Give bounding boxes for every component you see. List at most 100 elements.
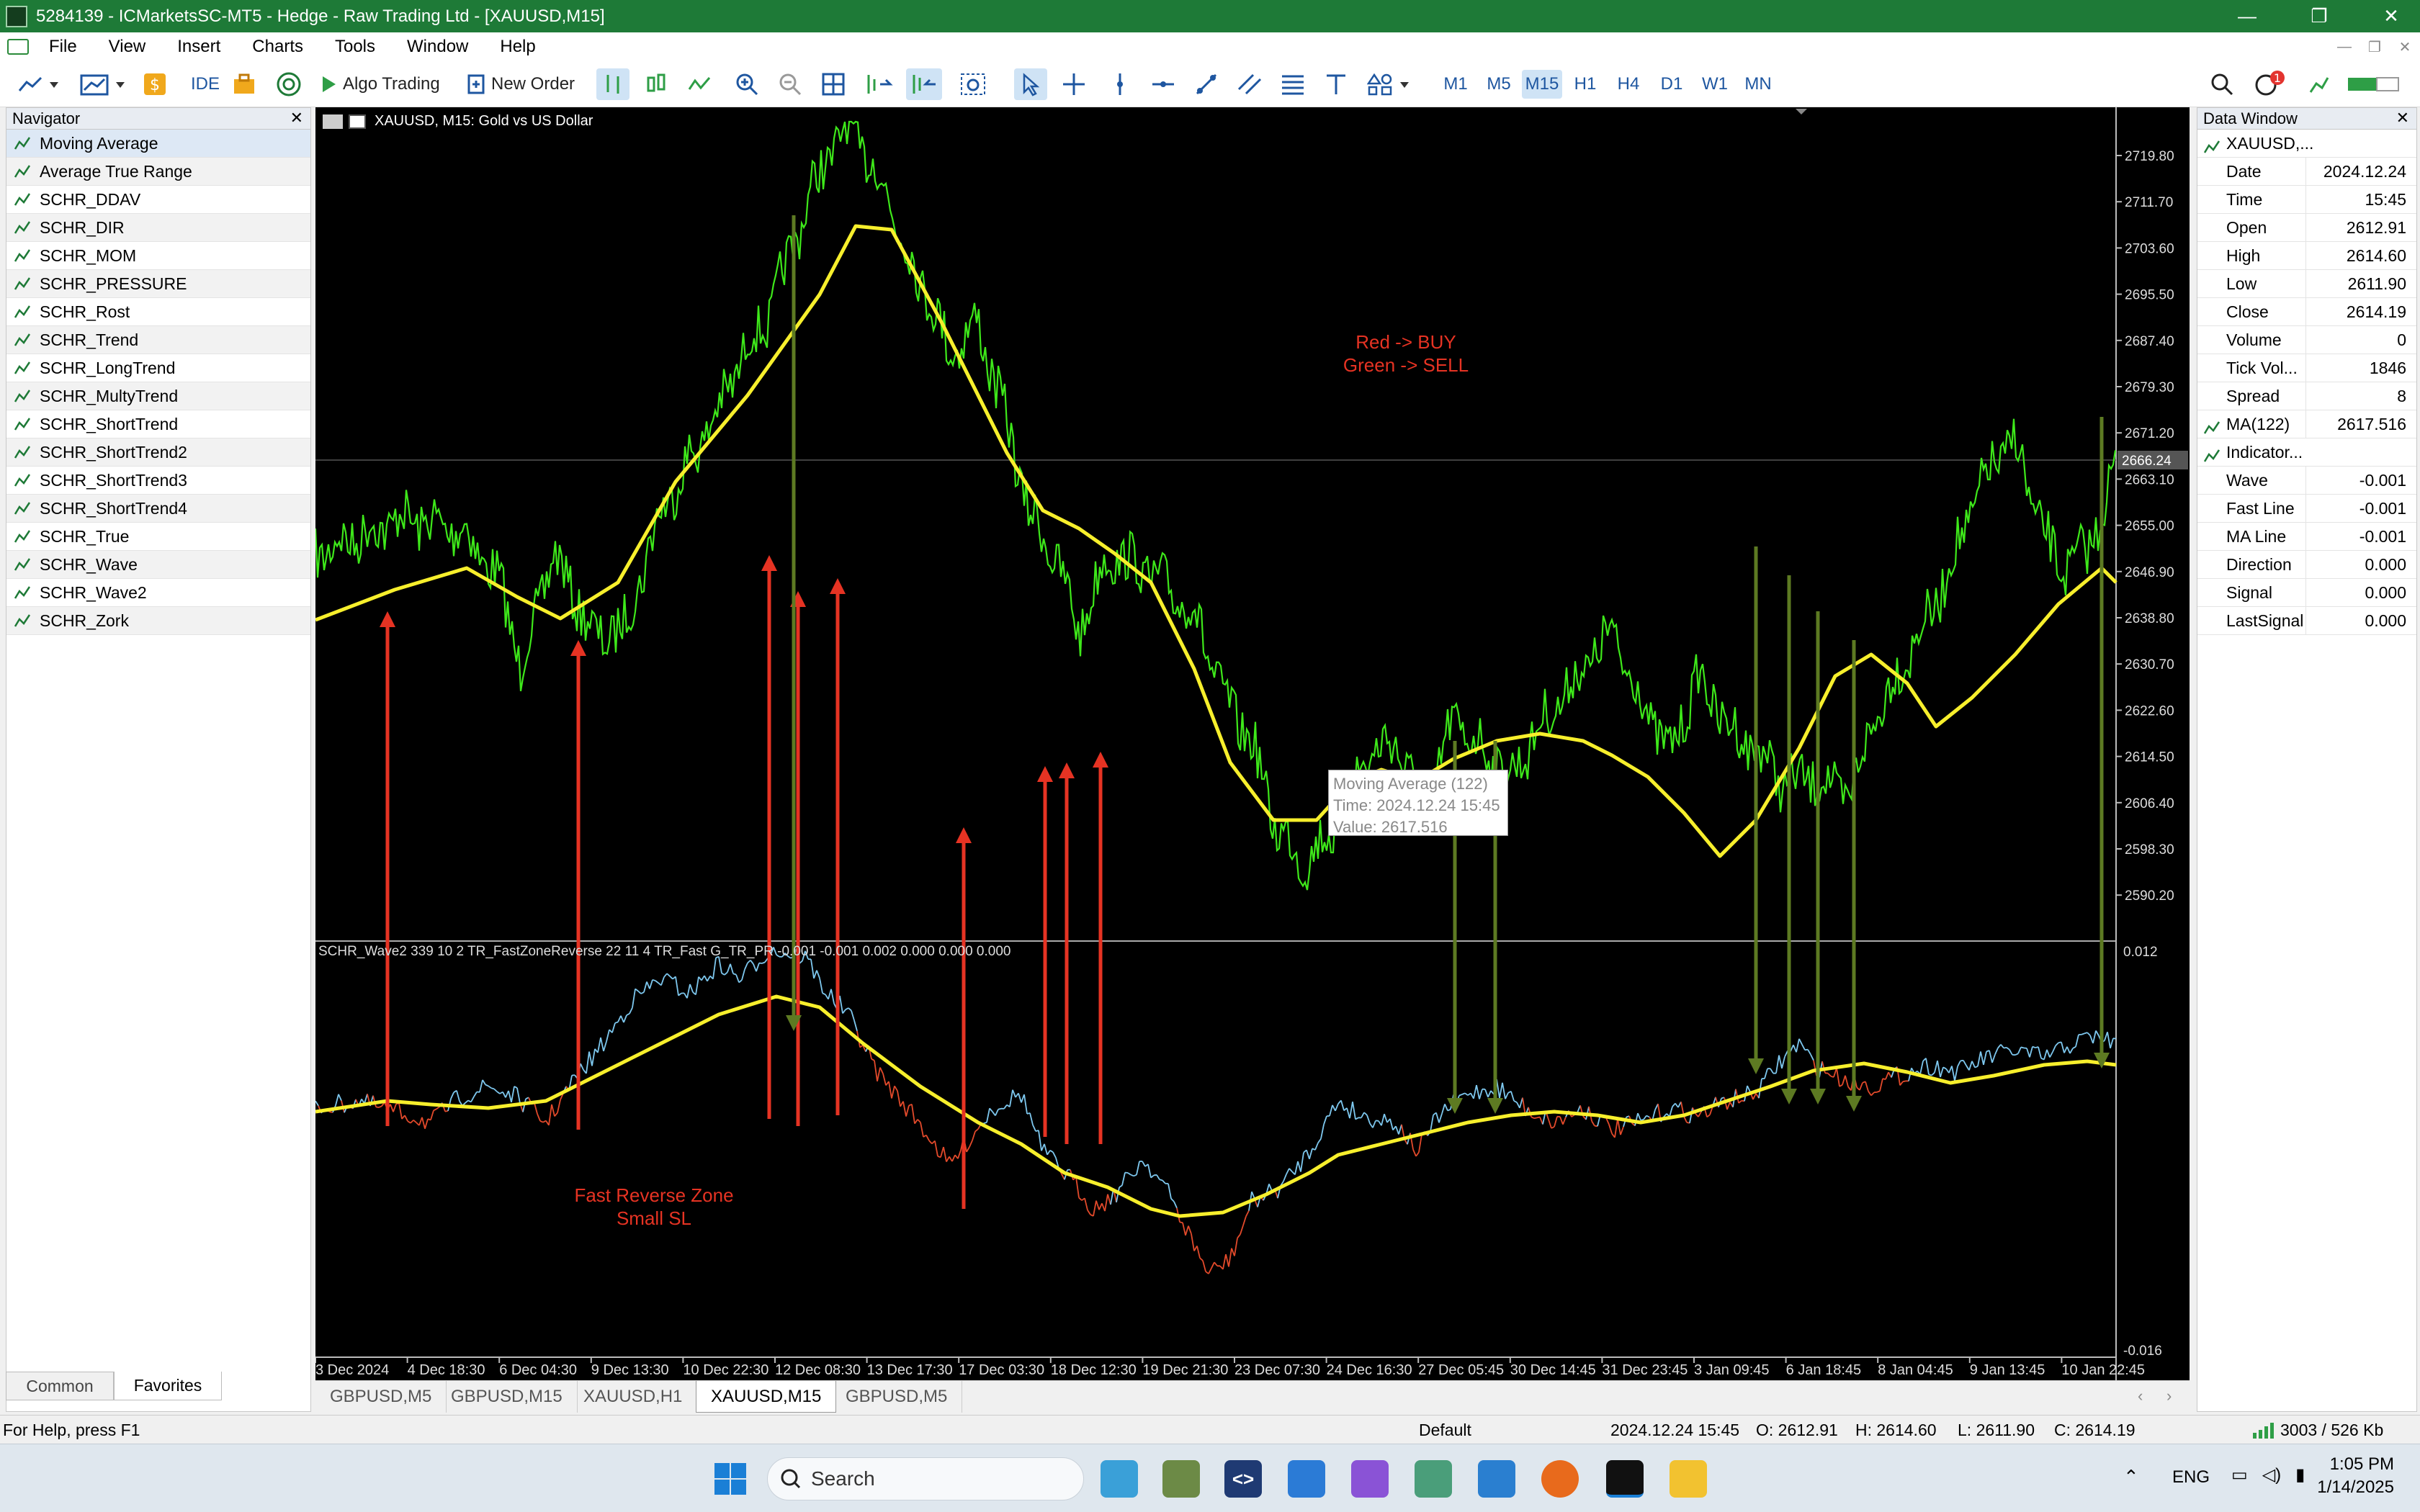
navigator-item[interactable]: Average True Range xyxy=(6,158,310,186)
ide-button[interactable]: IDE xyxy=(187,68,223,100)
terminal-menu-icon[interactable] xyxy=(7,39,29,55)
menu-file[interactable]: File xyxy=(49,37,77,56)
menu-window[interactable]: Window xyxy=(407,37,469,56)
trendline-icon[interactable] xyxy=(1191,68,1222,100)
chart-area[interactable]: 2719.80 2711.70 2703.60 2695.50 2687.40 2679.… xyxy=(315,107,2190,1380)
tabs-scroll-right-icon[interactable]: › xyxy=(2166,1387,2172,1405)
menu-help[interactable]: Help xyxy=(500,37,536,56)
chart-shift-icon[interactable] xyxy=(906,68,942,100)
timeframe-d1[interactable]: D1 xyxy=(1660,74,1683,94)
menu-charts[interactable]: Charts xyxy=(252,37,303,56)
horizontal-line-icon[interactable] xyxy=(1148,68,1178,100)
chart-tab-gbpusd-m5-2[interactable]: GBPUSD,M5 xyxy=(831,1381,963,1413)
navigator-item[interactable]: SCHR_MOM xyxy=(6,242,310,270)
tile-windows-icon[interactable] xyxy=(818,68,848,100)
tree-app-icon[interactable] xyxy=(1162,1460,1200,1498)
file-explorer-app-icon[interactable] xyxy=(1670,1460,1707,1498)
trade-panel-icon[interactable] xyxy=(323,114,343,129)
crosshair-icon[interactable] xyxy=(1057,68,1090,100)
language-indicator[interactable]: ENG xyxy=(2172,1467,2210,1487)
mdi-minimize-icon[interactable]: — xyxy=(2337,38,2352,55)
menu-view[interactable]: View xyxy=(108,37,146,56)
zoom-out-icon[interactable] xyxy=(775,68,805,100)
new-order-button[interactable]: New Order xyxy=(465,68,586,100)
notifications-icon[interactable]: 1 xyxy=(2251,68,2289,100)
navigator-item[interactable]: SCHR_MultyTrend xyxy=(6,382,310,410)
navigator-item[interactable]: SCHR_LongTrend xyxy=(6,354,310,382)
navigator-item[interactable]: SCHR_PRESSURE xyxy=(6,270,310,298)
navigator-item[interactable]: SCHR_Wave xyxy=(6,551,310,579)
candlestick-icon[interactable] xyxy=(640,68,673,100)
mdi-restore-icon[interactable]: ❐ xyxy=(2368,39,2381,55)
navigator-close-icon[interactable]: ✕ xyxy=(290,109,303,127)
navigator-item[interactable]: SCHR_Rost xyxy=(6,298,310,326)
zoom-in-icon[interactable] xyxy=(732,68,762,100)
mdi-close-icon[interactable]: ✕ xyxy=(2398,39,2411,55)
search-icon[interactable] xyxy=(2207,68,2237,100)
timeframe-m5[interactable]: M5 xyxy=(1487,74,1511,94)
fibonacci-icon[interactable] xyxy=(1278,68,1308,100)
timeframe-m1[interactable]: M1 xyxy=(1443,74,1468,94)
navigator-item[interactable]: SCHR_ShortTrend2 xyxy=(6,438,310,467)
firefox-app-icon[interactable] xyxy=(1541,1460,1579,1498)
menu-tools[interactable]: Tools xyxy=(334,37,376,56)
screenshot-icon[interactable] xyxy=(956,68,990,100)
windows-start-icon[interactable] xyxy=(712,1460,749,1498)
menu-insert[interactable]: Insert xyxy=(177,37,221,56)
system-tray[interactable]: ▭ ◁) ▮ xyxy=(2231,1464,2325,1485)
timeframe-h1[interactable]: H1 xyxy=(1574,74,1597,94)
navigator-item[interactable]: SCHR_DIR xyxy=(6,214,310,242)
navigator-item[interactable]: SCHR_ShortTrend3 xyxy=(6,467,310,495)
navigator-item[interactable]: SCHR_Zork xyxy=(6,607,310,635)
fast-line-segment xyxy=(1021,1094,1025,1103)
level-icon[interactable] xyxy=(2303,68,2334,100)
tab-favorites[interactable]: Favorites xyxy=(114,1372,222,1400)
auto-scroll-icon[interactable] xyxy=(863,68,896,100)
vscode-app-icon[interactable] xyxy=(1478,1460,1515,1498)
chat-app-icon[interactable] xyxy=(1415,1460,1452,1498)
algo-trading-button[interactable]: Algo Trading xyxy=(317,68,457,100)
metatrader-app-icon[interactable] xyxy=(1606,1460,1644,1498)
briefcase-icon[interactable] xyxy=(229,68,259,100)
tray-overflow-icon[interactable]: ⌃ xyxy=(2123,1466,2139,1488)
data-window-close-icon[interactable]: ✕ xyxy=(2396,109,2409,127)
timeframe-h4[interactable]: H4 xyxy=(1617,74,1640,94)
tabs-scroll-left-icon[interactable]: ‹ xyxy=(2138,1387,2143,1405)
cursor-icon[interactable] xyxy=(1014,68,1047,100)
line-chart-icon[interactable] xyxy=(683,68,716,100)
restore-button[interactable]: ❐ xyxy=(2311,5,2328,27)
chart-tab-gbpusd-m15[interactable]: GBPUSD,M15 xyxy=(436,1381,578,1413)
navigator-item[interactable]: SCHR_True xyxy=(6,523,310,551)
text-icon[interactable] xyxy=(1321,68,1351,100)
tab-common[interactable]: Common xyxy=(6,1372,114,1400)
clock[interactable]: 1:05 PM 1/14/2025 xyxy=(2305,1453,2394,1499)
channel-icon[interactable] xyxy=(1234,68,1265,100)
navigator-item[interactable]: SCHR_Trend xyxy=(6,326,310,354)
timeframe-m15[interactable]: M15 xyxy=(1522,70,1562,99)
chart-tab-gbpusd-m5[interactable]: GBPUSD,M5 xyxy=(315,1381,447,1413)
signals-icon[interactable] xyxy=(272,68,305,100)
bar-chart-icon[interactable] xyxy=(596,68,629,100)
shapes-icon[interactable] xyxy=(1364,68,1416,100)
timeframe-mn[interactable]: MN xyxy=(1744,74,1772,94)
market-icon[interactable]: $ xyxy=(140,68,170,100)
navigator-item[interactable]: SCHR_ShortTrend4 xyxy=(6,495,310,523)
copilot-app-icon[interactable] xyxy=(1351,1460,1389,1498)
navigator-item[interactable]: SCHR_ShortTrend xyxy=(6,410,310,438)
status-profile[interactable]: Default xyxy=(1419,1421,1471,1439)
vertical-line-icon[interactable] xyxy=(1105,68,1135,100)
navigator-item[interactable]: Moving Average xyxy=(6,130,310,158)
close-button[interactable]: ✕ xyxy=(2383,5,2399,27)
minimize-button[interactable]: — xyxy=(2238,5,2257,27)
store-app-icon[interactable] xyxy=(1288,1460,1325,1498)
navigator-item[interactable]: SCHR_DDAV xyxy=(6,186,310,214)
chart-window-icon[interactable] xyxy=(75,68,133,100)
chart-tab-xauusd-h1[interactable]: XAUUSD,H1 xyxy=(569,1381,698,1413)
chart-tab-xauusd-m15[interactable]: XAUUSD,M15 xyxy=(696,1381,837,1413)
code-app-icon[interactable]: <> xyxy=(1224,1460,1262,1498)
taskbar-search-input[interactable]: Search xyxy=(767,1457,1084,1500)
gallery-app-icon[interactable] xyxy=(1101,1460,1138,1498)
chart-type-icon[interactable] xyxy=(13,68,63,100)
navigator-item[interactable]: SCHR_Wave2 xyxy=(6,579,310,607)
timeframe-w1[interactable]: W1 xyxy=(1702,74,1728,94)
